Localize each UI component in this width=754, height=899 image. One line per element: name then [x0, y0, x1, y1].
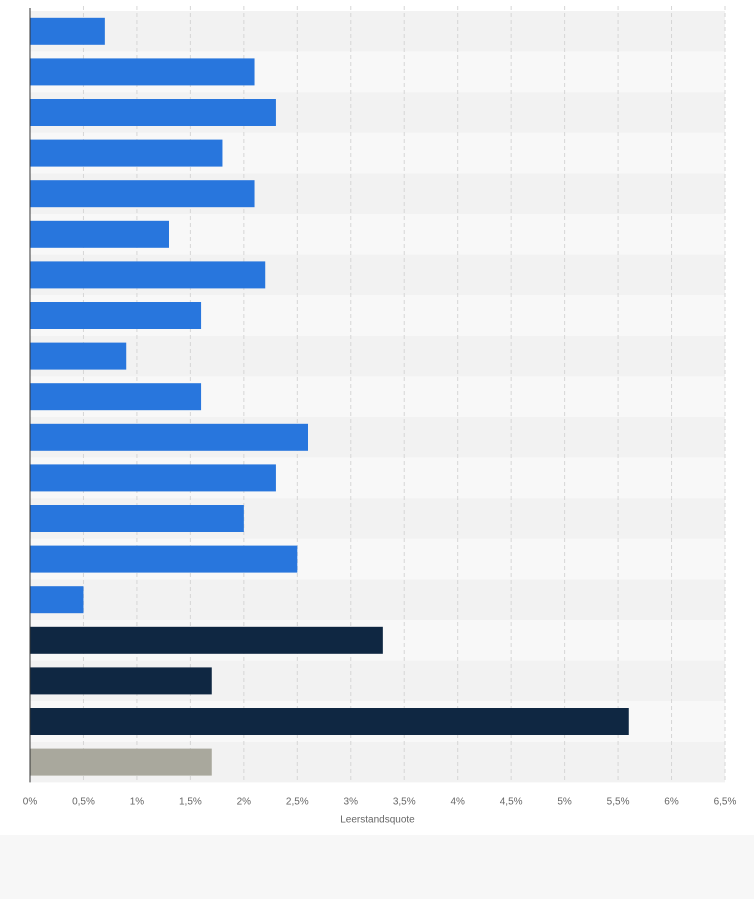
bars: [30, 17, 629, 776]
x-tick-label: 2%: [237, 796, 252, 807]
bar[interactable]: [30, 667, 212, 695]
bar[interactable]: [30, 139, 223, 167]
x-axis-title: Leerstandsquote: [340, 814, 415, 825]
bar[interactable]: [30, 423, 308, 451]
x-tick-label: 5%: [557, 796, 572, 807]
bar[interactable]: [30, 99, 276, 126]
bar[interactable]: [30, 220, 169, 248]
bar[interactable]: [30, 748, 212, 776]
bar[interactable]: [30, 545, 298, 573]
row-band: [30, 335, 725, 377]
x-tick-label: 0%: [23, 796, 38, 807]
x-tick-label: 3,5%: [393, 796, 416, 807]
x-tick-label: 2,5%: [286, 796, 309, 807]
bar[interactable]: [30, 342, 127, 370]
x-tick-label: 4,5%: [500, 796, 523, 807]
x-tick-label: 6%: [664, 796, 679, 807]
bar[interactable]: [30, 505, 244, 532]
x-tick-label: 1,5%: [179, 796, 202, 807]
x-tick-label: 5,5%: [607, 796, 630, 807]
x-tick-label: 0,5%: [72, 796, 95, 807]
x-tick-label: 1%: [130, 796, 145, 807]
x-tick-labels: 0% 0,5% 1% 1,5% 2% 2,5% 3% 3,5% 4% 4,5% 5% 5,5% 6% 6,…: [23, 796, 737, 807]
bar[interactable]: [30, 180, 255, 208]
footer-band: [0, 835, 754, 899]
bar[interactable]: [30, 626, 383, 654]
row-band: [30, 11, 725, 52]
bar[interactable]: [30, 58, 255, 86]
bar[interactable]: [30, 302, 202, 329]
bar[interactable]: [30, 261, 266, 289]
bar[interactable]: [30, 586, 84, 614]
x-tick-label: 3%: [344, 796, 359, 807]
row-band: [30, 579, 725, 620]
bar[interactable]: [30, 708, 629, 735]
bar[interactable]: [30, 383, 202, 411]
bar[interactable]: [30, 464, 276, 492]
x-tick-label: 6,5%: [714, 796, 737, 807]
bar[interactable]: [30, 17, 105, 45]
x-tick-label: 4%: [450, 796, 465, 807]
